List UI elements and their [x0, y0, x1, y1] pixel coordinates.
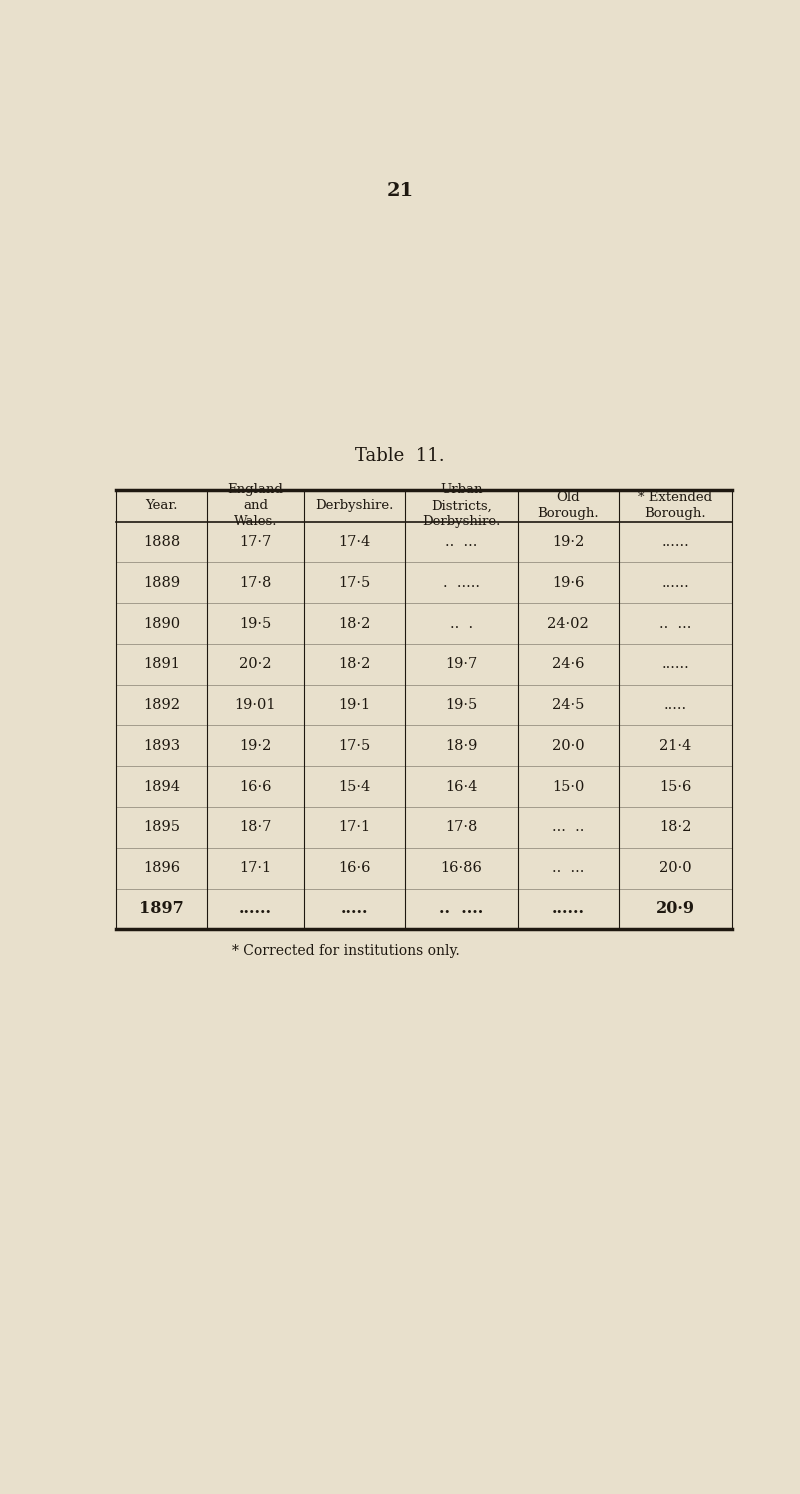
Text: 15·4: 15·4 — [338, 780, 370, 793]
Text: 17·7: 17·7 — [239, 535, 271, 548]
Text: 19·5: 19·5 — [239, 617, 271, 630]
Text: 16·6: 16·6 — [338, 861, 370, 875]
Text: 19·6: 19·6 — [552, 575, 585, 590]
Text: ......: ...... — [239, 901, 272, 917]
Text: 24·02: 24·02 — [547, 617, 589, 630]
Text: 20·0: 20·0 — [552, 740, 585, 753]
Text: ..  ...: .. ... — [445, 535, 478, 548]
Text: 21·4: 21·4 — [659, 740, 691, 753]
Text: 16·4: 16·4 — [445, 780, 478, 793]
Text: 16·86: 16·86 — [440, 861, 482, 875]
Text: 21: 21 — [386, 182, 414, 200]
Text: 18·2: 18·2 — [338, 617, 370, 630]
Text: .  .....: . ..... — [442, 575, 480, 590]
Text: .....: ..... — [664, 698, 687, 713]
Text: 17·8: 17·8 — [239, 575, 271, 590]
Text: Derbyshire.: Derbyshire. — [315, 499, 394, 512]
Text: ......: ...... — [662, 535, 689, 548]
Text: 1888: 1888 — [142, 535, 180, 548]
Text: 1895: 1895 — [143, 820, 180, 834]
Text: 17·1: 17·1 — [338, 820, 370, 834]
Text: 19·5: 19·5 — [445, 698, 478, 713]
Text: 19·2: 19·2 — [552, 535, 584, 548]
Text: ......: ...... — [552, 901, 585, 917]
Text: 17·8: 17·8 — [445, 820, 478, 834]
Text: Year.: Year. — [145, 499, 178, 512]
Text: * Extended
Borough.: * Extended Borough. — [638, 492, 712, 520]
Text: 18·2: 18·2 — [338, 657, 370, 671]
Text: 1892: 1892 — [143, 698, 180, 713]
Text: 19·01: 19·01 — [234, 698, 276, 713]
Text: 1889: 1889 — [143, 575, 180, 590]
Text: 1896: 1896 — [143, 861, 180, 875]
Text: 17·4: 17·4 — [338, 535, 370, 548]
Text: 18·2: 18·2 — [659, 820, 691, 834]
Text: ...  ..: ... .. — [552, 820, 585, 834]
Text: 17·1: 17·1 — [239, 861, 271, 875]
Text: 24·5: 24·5 — [552, 698, 585, 713]
Text: 18·7: 18·7 — [239, 820, 271, 834]
Text: 1894: 1894 — [143, 780, 180, 793]
Text: ..  ....: .. .... — [439, 901, 483, 917]
Text: ..  ...: .. ... — [552, 861, 585, 875]
Text: ..  ...: .. ... — [659, 617, 691, 630]
Text: 20·0: 20·0 — [659, 861, 691, 875]
Text: .....: ..... — [341, 901, 368, 917]
Text: 1897: 1897 — [139, 901, 184, 917]
Text: Old
Borough.: Old Borough. — [538, 492, 599, 520]
Text: 15·0: 15·0 — [552, 780, 585, 793]
Text: 19·7: 19·7 — [445, 657, 478, 671]
Text: 19·1: 19·1 — [338, 698, 370, 713]
Text: 18·9: 18·9 — [445, 740, 478, 753]
Text: 15·6: 15·6 — [659, 780, 691, 793]
Text: England
and
Wales.: England and Wales. — [227, 484, 283, 529]
Text: 20·9: 20·9 — [656, 901, 694, 917]
Text: 1891: 1891 — [143, 657, 180, 671]
Text: 16·6: 16·6 — [239, 780, 272, 793]
Text: 19·2: 19·2 — [239, 740, 271, 753]
Text: ..  .: .. . — [450, 617, 473, 630]
Text: ......: ...... — [662, 575, 689, 590]
Text: 17·5: 17·5 — [338, 575, 370, 590]
Text: ......: ...... — [662, 657, 689, 671]
Text: 17·5: 17·5 — [338, 740, 370, 753]
Text: Urban
Districts,
Derbyshire.: Urban Districts, Derbyshire. — [422, 484, 501, 529]
Text: 24·6: 24·6 — [552, 657, 585, 671]
Text: * Corrected for institutions only.: * Corrected for institutions only. — [232, 944, 460, 958]
Text: Table  11.: Table 11. — [355, 447, 445, 465]
Text: 1893: 1893 — [143, 740, 180, 753]
Text: 1890: 1890 — [143, 617, 180, 630]
Text: 20·2: 20·2 — [239, 657, 272, 671]
